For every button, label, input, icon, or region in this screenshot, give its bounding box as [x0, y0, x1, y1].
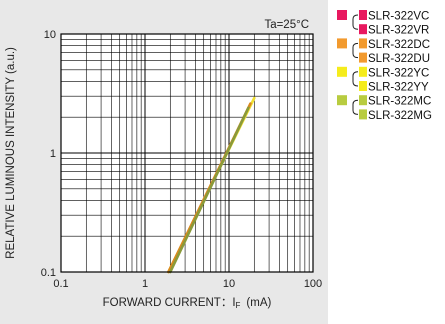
legend-swatch [359, 66, 367, 77]
plot-frame [60, 33, 314, 273]
x-axis-label-unit: (mA) [246, 297, 271, 309]
series-group [167, 96, 256, 274]
tick-labels: 0.1 1 10 100 0.1 1 10 [41, 29, 322, 290]
legend-group-swatch [337, 10, 347, 20]
x-axis-label: FORWARD CURRENT：IF (mA) [103, 297, 272, 310]
legend-bracket [352, 99, 359, 115]
legend-group-swatch [337, 66, 347, 77]
legend-bracket [352, 71, 359, 87]
y-tick-label: 10 [44, 29, 56, 41]
y-tick-label: 0.1 [41, 267, 56, 279]
legend-label: SLR-322VC [368, 11, 429, 23]
y-axis-label: RELATIVE LUMINOUS INTENSITY (a.u.) [5, 47, 17, 259]
legend-label: SLR-322VR [368, 25, 429, 37]
x-axis-label-main: FORWARD CURRENT：I [103, 297, 236, 309]
temperature-annotation: Ta=25°C [264, 19, 309, 31]
legend-label: SLR-322DU [368, 53, 430, 65]
x-tick-label: 0.1 [53, 278, 68, 290]
legend-swatch [359, 10, 367, 20]
legend-label: SLR-322YC [368, 67, 429, 79]
legend-swatch [359, 24, 367, 35]
legend-swatch [359, 81, 367, 91]
legend-swatch [359, 109, 367, 120]
x-tick-label: 100 [304, 278, 322, 290]
legend-swatch [359, 38, 367, 49]
x-tick-label: 1 [142, 278, 148, 290]
chart: 0.1 1 10 100 0.1 1 10 Ta=25°C FORWARD CURRENT：… [5, 19, 322, 310]
legend-label: SLR-322YY [368, 82, 429, 94]
y-tick-label: 1 [50, 148, 56, 160]
x-axis-label-sub: F [236, 301, 241, 310]
legend-label: SLR-322MC [368, 96, 431, 108]
legend-label: SLR-322MG [368, 110, 432, 122]
legend-swatch [359, 52, 367, 63]
legend-label: SLR-322DC [368, 39, 430, 51]
series-line-3 [169, 106, 250, 274]
legend-group-swatch [337, 38, 347, 49]
legend-bracket [352, 14, 359, 30]
x-tick-label: 10 [223, 278, 235, 290]
legend-bracket [352, 42, 359, 59]
legend-group-swatch [337, 95, 347, 106]
legend-swatch [359, 95, 367, 106]
